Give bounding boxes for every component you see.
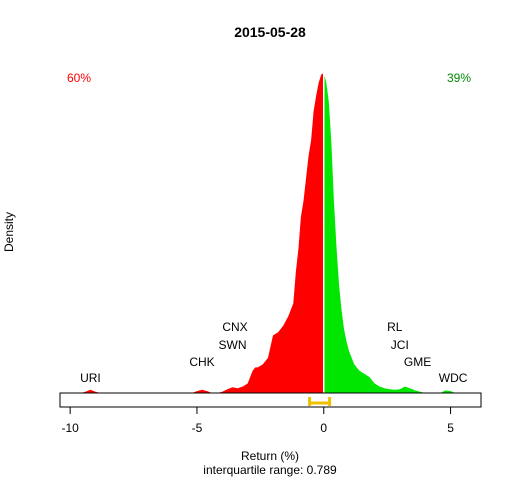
annotation-rl: RL	[387, 320, 403, 334]
x-axis-label: Return (%)	[241, 449, 299, 463]
annotation-gme: GME	[404, 355, 431, 369]
x-axis: -10 -5 0 5	[61, 406, 454, 435]
positive-returns-area	[323, 73, 476, 393]
annotation-swn: SWN	[219, 338, 247, 352]
chart-title: 2015-05-28	[234, 24, 306, 40]
density-areas	[65, 73, 476, 393]
x-tick-label: -5	[192, 421, 203, 435]
annotation-jci: JCI	[391, 338, 409, 352]
y-axis-label: Density	[2, 212, 16, 252]
annotation-cnx: CNX	[222, 320, 247, 334]
negative-returns-area	[65, 73, 324, 393]
x-tick-label: 5	[447, 421, 454, 435]
chart-subtitle: interquartile range: 0.789	[203, 463, 337, 477]
annotations: URI CHK SWN CNX RL JCI GME WDC	[80, 320, 468, 385]
annotation-uri: URI	[80, 371, 101, 385]
quartile-marker	[308, 397, 332, 406]
annotation-chk: CHK	[189, 355, 214, 369]
quartile-strip-frame	[59, 392, 482, 408]
x-tick-label: 0	[320, 421, 327, 435]
pct-negative-label: 60%	[67, 71, 91, 85]
pct-positive-label: 39%	[447, 71, 471, 85]
x-tick-label: -10	[61, 421, 79, 435]
annotation-wdc: WDC	[439, 371, 468, 385]
